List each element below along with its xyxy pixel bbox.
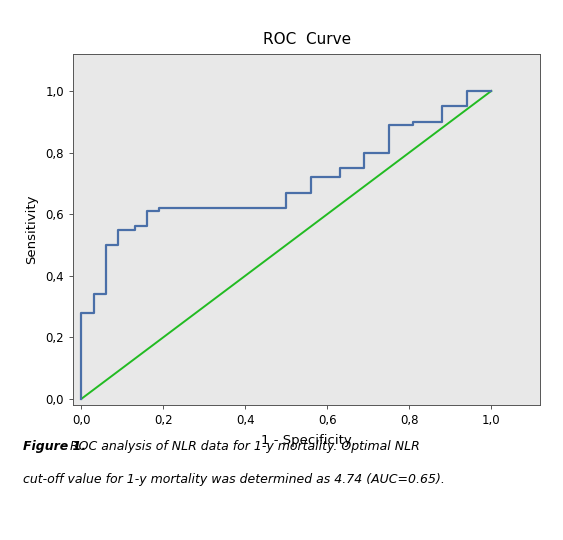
Text: Figure 1.: Figure 1. [23, 440, 86, 453]
Y-axis label: Sensitivity: Sensitivity [25, 195, 39, 264]
Text: cut-off value for 1-y mortality was determined as 4.74 (AUC=0.65).: cut-off value for 1-y mortality was dete… [23, 472, 444, 485]
Title: ROC  Curve: ROC Curve [263, 32, 351, 48]
Text: ROC analysis of NLR data for 1-y mortality. Optimal NLR: ROC analysis of NLR data for 1-y mortali… [66, 440, 420, 453]
X-axis label: 1 - Specificity: 1 - Specificity [261, 434, 352, 447]
